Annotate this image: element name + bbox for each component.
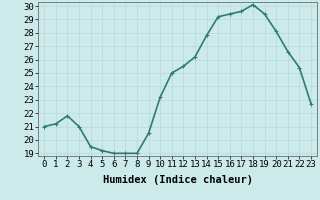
X-axis label: Humidex (Indice chaleur): Humidex (Indice chaleur)	[103, 175, 252, 185]
